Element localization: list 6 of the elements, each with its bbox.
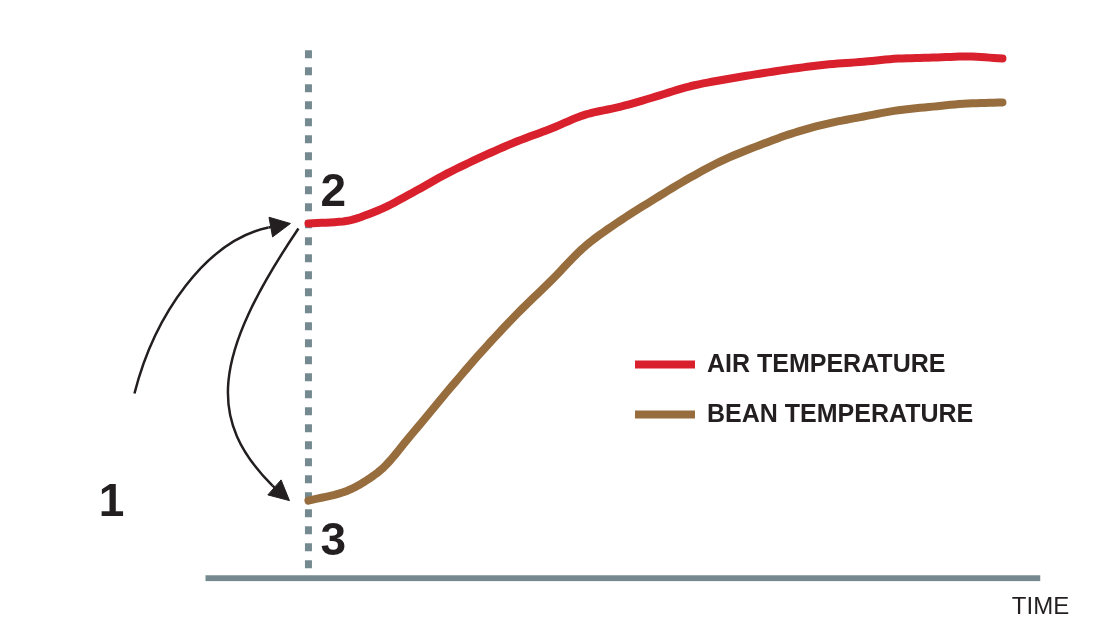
annotation: 2 xyxy=(320,163,347,216)
text: 1 xyxy=(98,473,125,526)
legend-label: BEAN TEMPERATURE xyxy=(706,399,974,429)
legend-label: AIR TEMPERATURE xyxy=(706,349,946,379)
x-axis-title: TIME xyxy=(1011,591,1070,619)
annotation: 3 xyxy=(320,512,347,565)
